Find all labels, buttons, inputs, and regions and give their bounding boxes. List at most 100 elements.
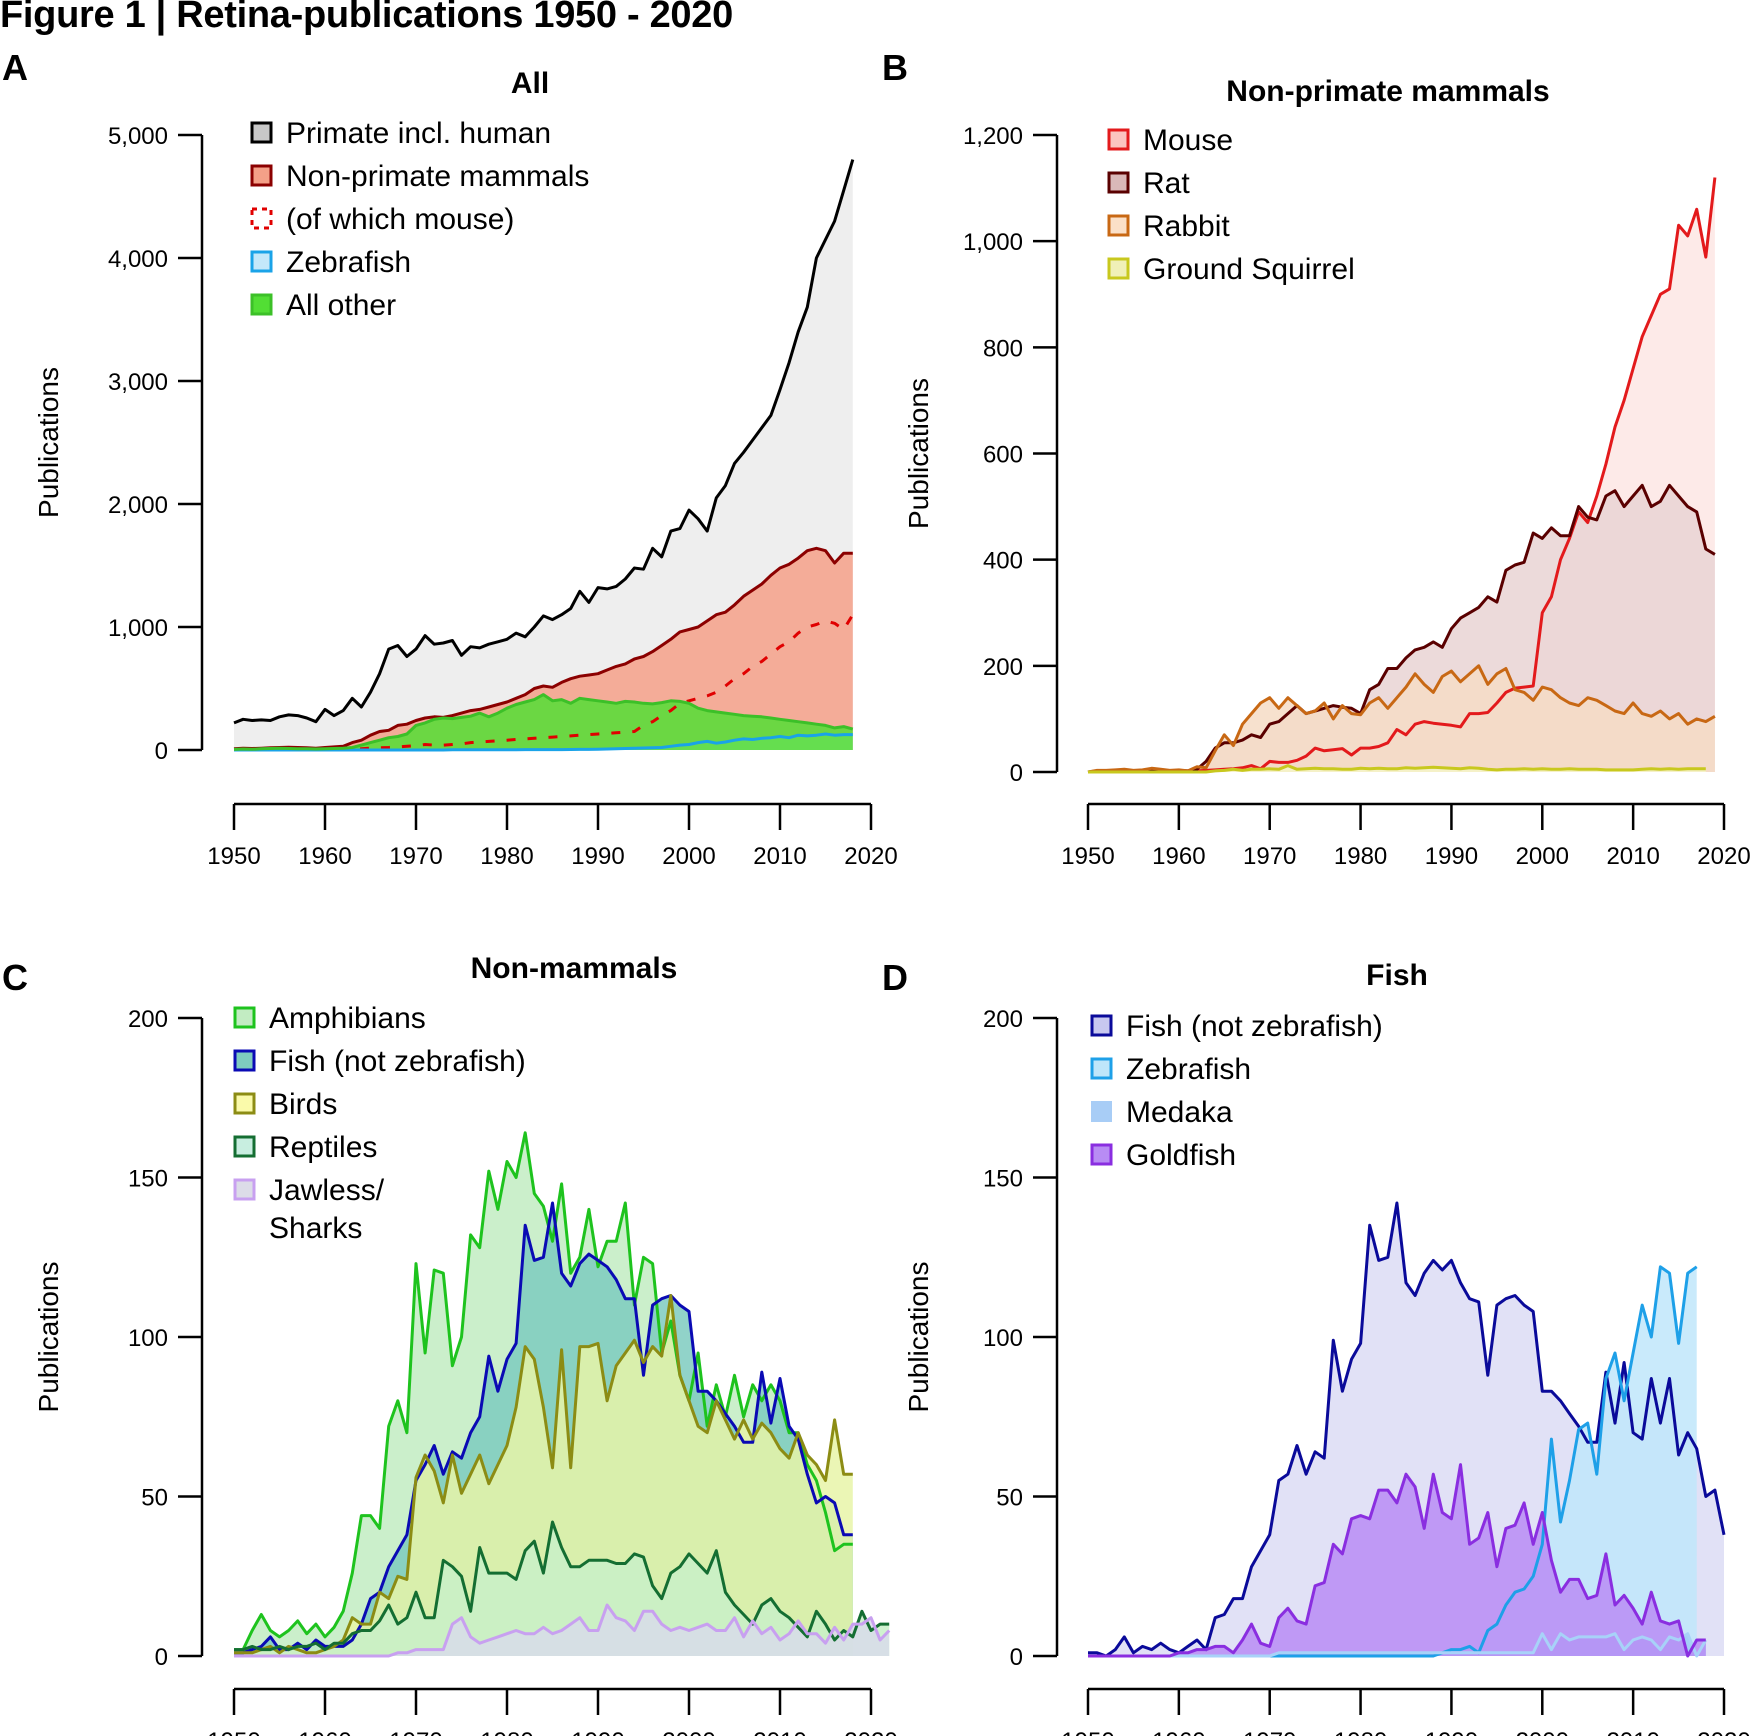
x-tick-label: 1970 (389, 1728, 442, 1736)
y-tick-label: 1,000 (963, 229, 1023, 256)
y-tick-label: 100 (128, 1325, 168, 1352)
series-line-of-which-mouse (234, 613, 855, 752)
y-axis-label: Publications (903, 1262, 934, 1413)
y-axis-label: Publications (33, 367, 64, 518)
y-axis: 0 1,000 2,000 3,000 4,000 5,000 Publications (33, 123, 204, 765)
series-line-all-other (233, 693, 854, 751)
legend-swatch (233, 1178, 256, 1201)
y-tick-label: 200 (983, 654, 1023, 681)
panel-a: A All 0 1,000 2,000 3,000 4,000 5,000 Publicatio… (2, 47, 898, 870)
legend: Amphibians Fish (not zebrafish) Birds Repti… (233, 1002, 526, 1245)
y-tick-label: 200 (983, 1006, 1023, 1033)
y-tick-label: 3,000 (108, 369, 168, 396)
legend-label: Birds (269, 1088, 337, 1121)
series-line-non-primate-mammals (233, 546, 853, 751)
plot-area (234, 1131, 891, 1658)
series-line-primate-incl-human (233, 159, 855, 725)
series-area-reptiles (234, 1522, 890, 1656)
legend-item-reptiles: Reptiles (233, 1131, 377, 1164)
y-tick-label: 600 (983, 442, 1023, 469)
x-tick-label: 1990 (571, 843, 624, 870)
y-tick-label: 50 (996, 1485, 1023, 1512)
y-tick-label: 100 (983, 1325, 1023, 1352)
legend: Fish (not zebrafish) Zebrafish Medaka Goldf… (1090, 1010, 1383, 1172)
legend-label: Jawless/ (269, 1174, 385, 1207)
y-tick-label: 2,000 (108, 492, 168, 519)
y-axis: 0 50 100 150 200 Publications (33, 1006, 204, 1671)
y-axis-label: Publications (903, 378, 934, 529)
x-tick-label: 1990 (1425, 843, 1478, 870)
x-tick-label: 1950 (207, 1728, 260, 1736)
x-tick-label: 2010 (1606, 1728, 1659, 1736)
x-tick-label: 2020 (844, 843, 897, 870)
legend-item-amphibians: Amphibians (233, 1002, 426, 1035)
legend-swatch (250, 164, 273, 187)
legend-item-of-which-mouse: (of which mouse) (250, 203, 514, 236)
legend-item-fish-not-zebrafish: Fish (not zebrafish) (233, 1045, 526, 1078)
legend-label: Ground Squirrel (1143, 253, 1355, 286)
chart-title: All (511, 67, 549, 100)
x-tick-label: 1970 (1243, 843, 1296, 870)
legend: Primate incl. human Non-primate mammals (o… (250, 117, 589, 322)
panel-letter: D (882, 957, 908, 998)
legend-swatch (1090, 1143, 1113, 1166)
series-line-fish-not-zebrafish (1088, 1201, 1726, 1658)
legend-item-zebrafish: Zebrafish (250, 246, 411, 279)
x-tick-label: 1990 (571, 1728, 624, 1736)
legend-swatch (250, 293, 273, 316)
y-tick-label: 400 (983, 548, 1023, 575)
series-line-fish-not-zebrafish (234, 1201, 853, 1655)
panel-letter: A (2, 47, 28, 88)
x-tick-label: 2010 (753, 843, 806, 870)
legend-swatch (1107, 128, 1130, 151)
legend-item-medaka: Medaka (1091, 1096, 1233, 1129)
legend-label: Non-primate mammals (286, 160, 589, 193)
legend-label: Zebrafish (1126, 1053, 1251, 1086)
series-line-goldfish (1088, 1463, 1706, 1658)
y-tick-label: 0 (155, 738, 168, 765)
x-tick-label: 2020 (1697, 1728, 1750, 1736)
legend-label: Fish (not zebrafish) (1126, 1010, 1383, 1043)
series-line-rabbit (1087, 664, 1716, 774)
x-axis: 1950 1960 1970 1980 1990 2000 2010 2020 (1061, 802, 1751, 870)
plot-area (233, 159, 855, 752)
series-line-ground-squirrel (1088, 764, 1706, 774)
legend-item-fish-not-zebrafish: Fish (not zebrafish) (1090, 1010, 1383, 1043)
y-tick-label: 1,200 (963, 123, 1023, 150)
legend-swatch (1090, 1014, 1113, 1037)
series-line-reptiles (234, 1520, 890, 1652)
legend-label: Fish (not zebrafish) (269, 1045, 526, 1078)
legend-label: Amphibians (269, 1002, 426, 1035)
plot-area (1088, 1201, 1726, 1658)
x-tick-label: 1950 (207, 843, 260, 870)
series-line-amphibians (234, 1131, 853, 1652)
legend-item-goldfish: Goldfish (1090, 1139, 1236, 1172)
x-tick-label: 2000 (662, 1728, 715, 1736)
x-tick-label: 1970 (389, 843, 442, 870)
x-tick-label: 1980 (480, 1728, 533, 1736)
x-tick-label: 1960 (298, 843, 351, 870)
legend-swatch (1107, 171, 1130, 194)
legend-swatch (1090, 1057, 1113, 1080)
y-tick-label: 800 (983, 335, 1023, 362)
plot-area (1087, 177, 1717, 774)
legend-swatch (1107, 214, 1130, 237)
x-tick-label: 2000 (662, 843, 715, 870)
y-tick-label: 0 (1010, 1644, 1023, 1671)
series-area-primate-incl-human (234, 159, 853, 751)
x-axis: 1950 1960 1970 1980 1990 2000 2010 2020 (1061, 1687, 1751, 1736)
legend-item-zebrafish: Zebrafish (1090, 1053, 1251, 1086)
x-axis: 1950 1960 1970 1980 1990 2000 2010 2020 (207, 802, 898, 870)
x-tick-label: 1980 (1334, 1728, 1387, 1736)
x-tick-label: 2010 (1606, 843, 1659, 870)
x-tick-label: 1960 (1152, 1728, 1205, 1736)
legend-swatch (233, 1049, 256, 1072)
panel-letter: C (2, 957, 28, 998)
legend-label: Reptiles (269, 1131, 377, 1164)
y-tick-label: 150 (128, 1166, 168, 1193)
legend-label: Mouse (1143, 124, 1233, 157)
series-line-medaka (1088, 1632, 1708, 1658)
legend-label: Rabbit (1143, 210, 1230, 243)
series-line-zebrafish (234, 732, 853, 752)
